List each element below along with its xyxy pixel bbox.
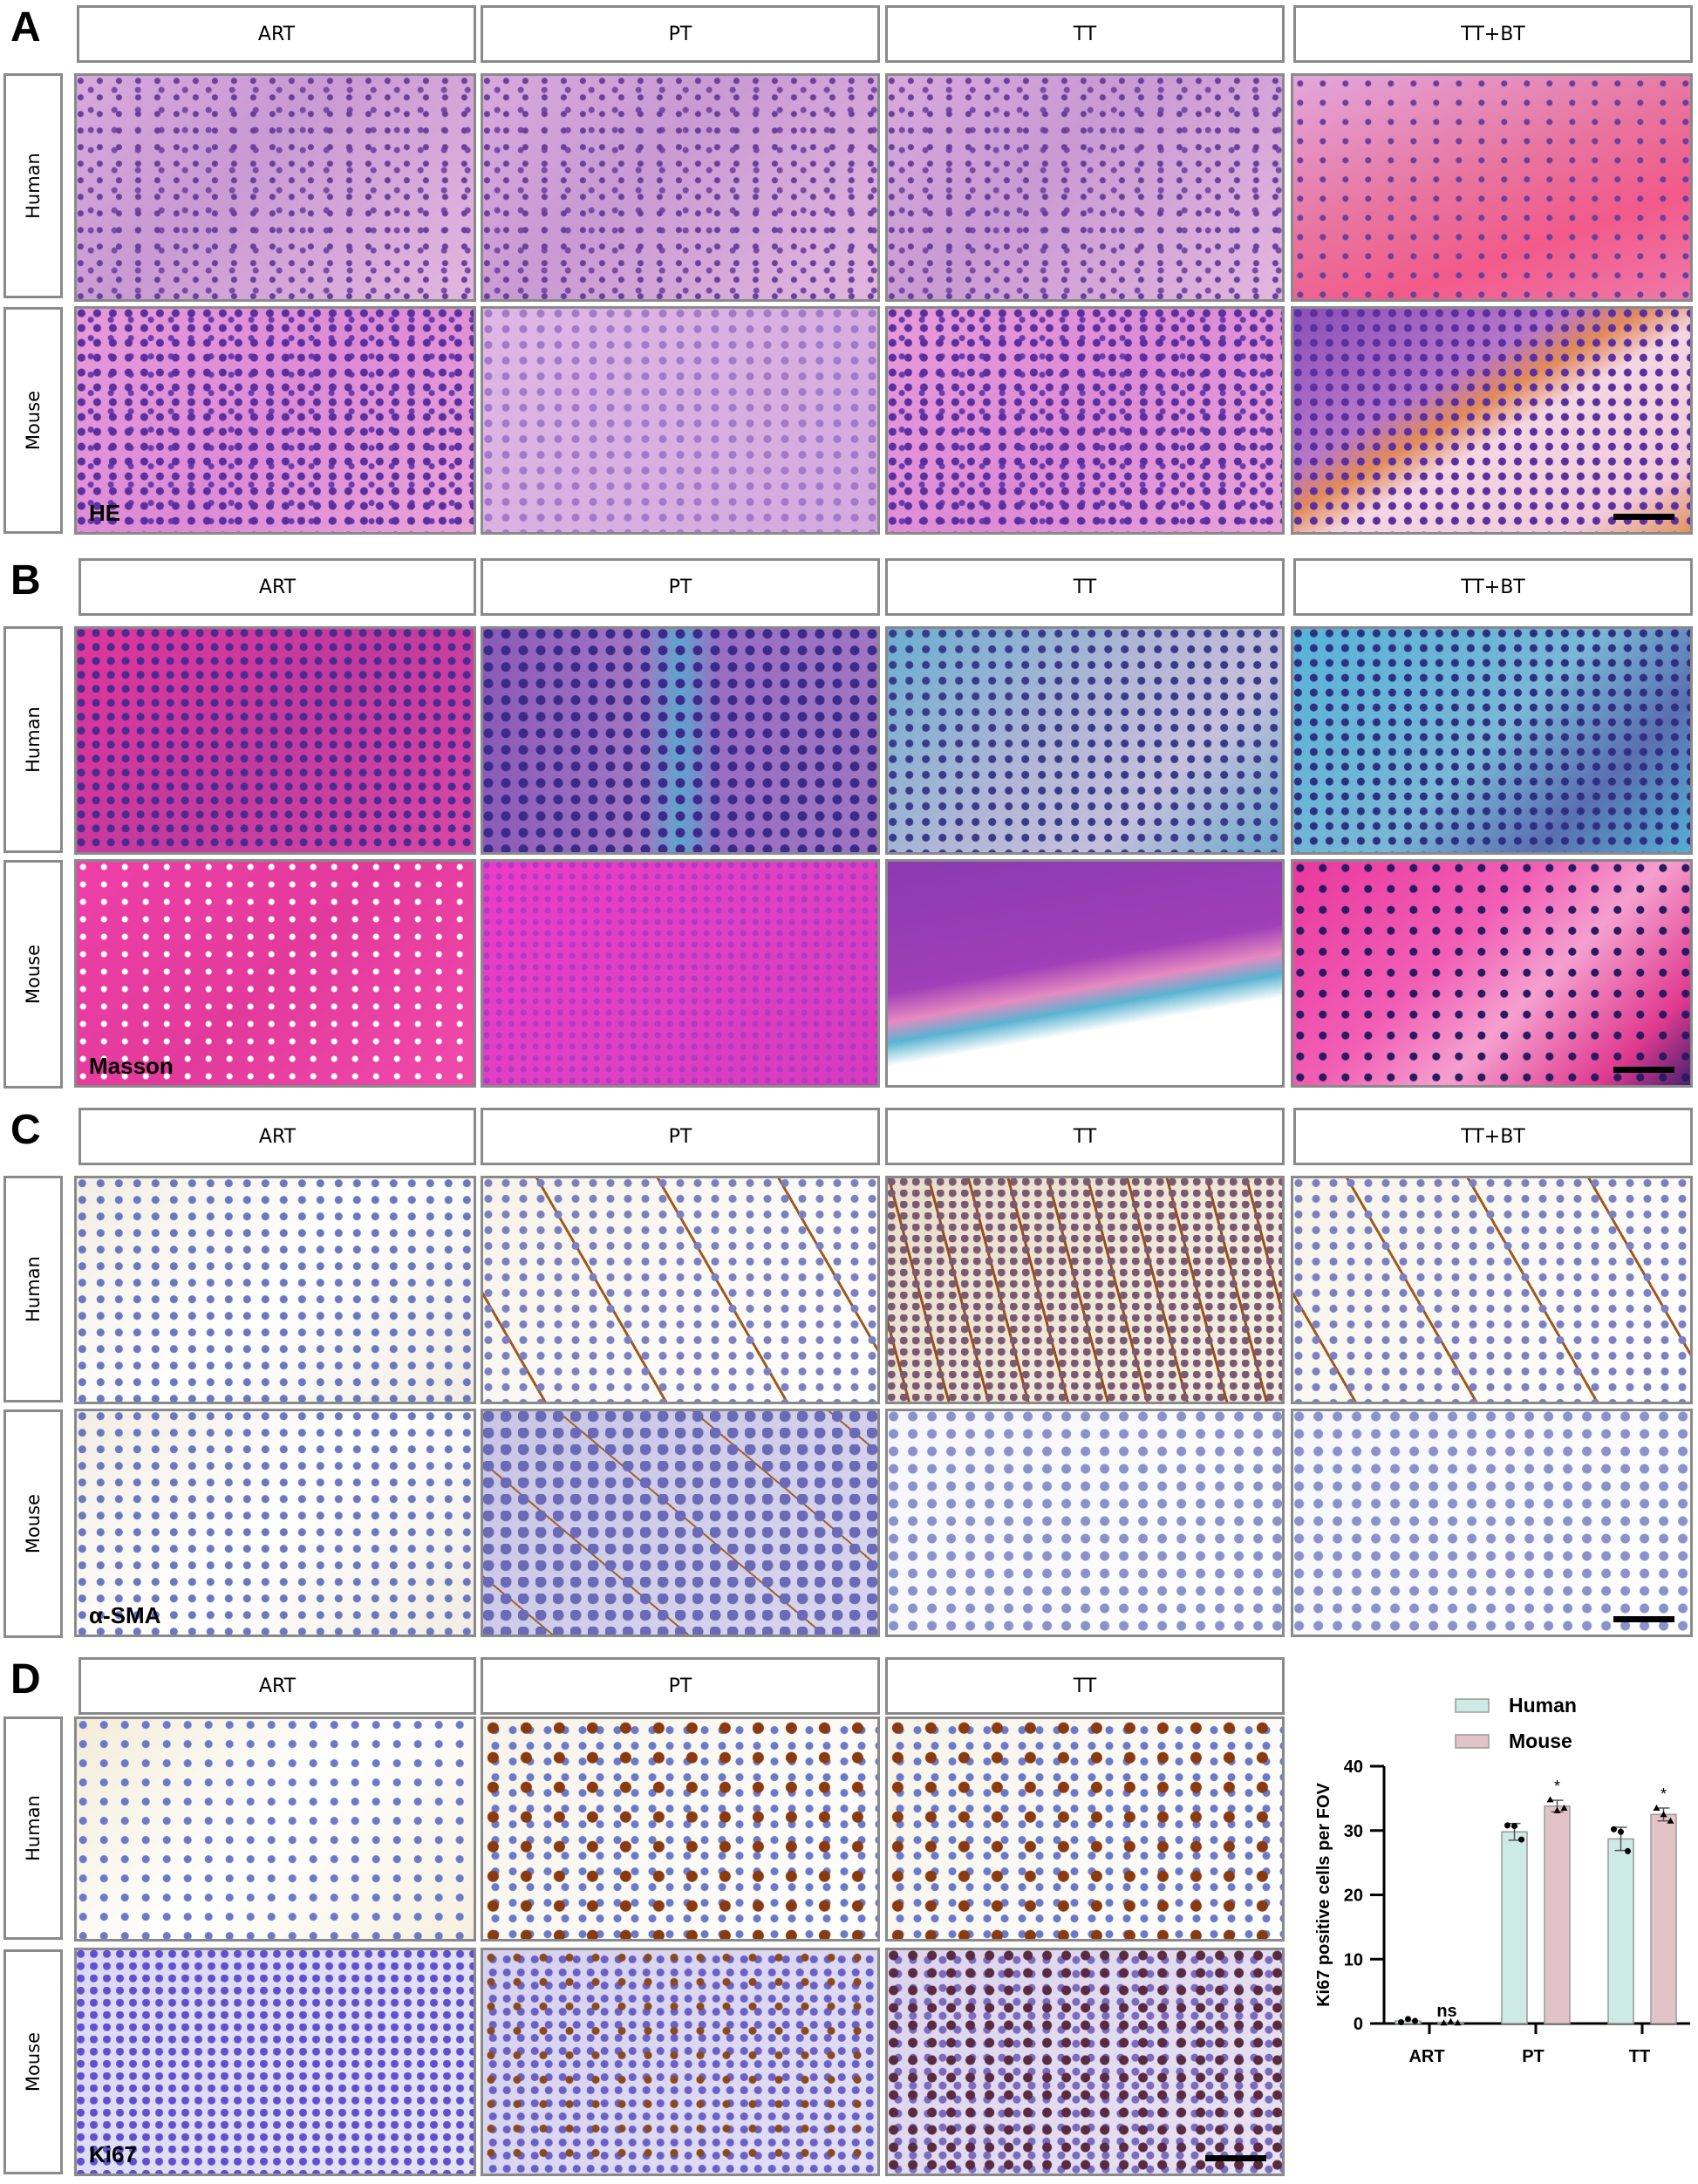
image-ki67-human-art [74,1716,476,1942]
image-asma-human-tt-bt [1291,1176,1693,1404]
scale-bar [1205,2155,1266,2161]
svg-text:40: 40 [1344,1757,1363,1777]
row-header-human: Human [3,73,63,298]
image-masson-human-tt-bt [1291,626,1693,855]
svg-text:10: 10 [1344,1950,1363,1969]
image-asma-human-art [74,1176,476,1404]
col-header-pt: PT [481,5,880,63]
scale-bar [1613,514,1674,520]
row-header-mouse: Mouse [3,860,63,1089]
stain-label-asma: α-SMA [89,1602,161,1628]
x-tick-label: TT [1629,2047,1650,2066]
legend-label-human: Human [1509,1694,1577,1716]
stain-label-ki67: Ki67 [89,2141,137,2167]
image-asma-human-tt [885,1176,1285,1404]
image-he-human-tt [885,73,1285,302]
x-tick-label: PT [1522,2047,1545,2066]
image-ki67-mouse-pt [481,1948,880,2176]
row-label-human: Human [23,706,44,773]
row-label-human: Human [23,1795,44,1861]
image-ki67-mouse-art: Ki67 [74,1948,476,2176]
bar-human-tt [1607,1838,1634,2024]
image-masson-human-pt [481,626,880,855]
row-label-human: Human [23,1256,44,1322]
significance-annotation: * [1554,1778,1560,1795]
col-header-tt-bt: TT+BT [1293,5,1693,63]
significance-annotation: * [1660,1785,1667,1803]
chart-canvas: Human Mouse 0 10 20 30 40 Ki67 positive cells p… [1314,1694,1690,2066]
bar-human-pt [1501,1831,1528,2024]
image-asma-mouse-tt-bt [1291,1409,1693,1637]
stain-label-he: HE [89,500,121,526]
image-he-mouse-tt [885,306,1285,535]
image-he-human-tt-bt [1291,73,1693,302]
row-label-mouse: Mouse [23,390,44,451]
image-he-mouse-pt [481,306,880,535]
scale-bar [1613,1067,1674,1073]
y-axis-label: Ki67 positive cells per FOV [1314,1782,1333,2006]
row-header-mouse: Mouse [3,1949,63,2174]
row-label-mouse: Mouse [23,1493,44,1554]
svg-text:30: 30 [1344,1822,1363,1841]
image-he-mouse-art: HE [74,306,476,535]
image-asma-mouse-art: α-SMA [74,1409,476,1637]
row-label-mouse: Mouse [23,944,44,1005]
image-masson-mouse-tt-bt [1291,859,1693,1088]
row-label-human: Human [23,153,44,219]
col-header-art: ART [77,5,476,63]
stain-label-masson: Masson [89,1053,174,1079]
row-header-mouse: Mouse [3,1409,63,1638]
col-header-pt: PT [481,1108,880,1165]
col-header-tt-bt: TT+BT [1293,558,1693,616]
col-header-tt: TT [885,558,1285,616]
image-he-human-pt [481,73,880,302]
col-header-tt: TT [885,1108,1285,1165]
significance-annotation: ns [1436,2002,1456,2021]
image-ki67-human-pt [481,1716,880,1942]
panel-letter-a: A [10,4,41,51]
image-masson-human-tt [885,626,1285,855]
col-header-pt: PT [481,1657,880,1715]
scale-bar [1613,1616,1674,1622]
row-header-human: Human [3,626,63,853]
row-header-human: Human [3,1176,63,1403]
col-header-art: ART [78,1108,476,1165]
col-header-tt-bt: TT+BT [1293,1108,1693,1165]
image-ki67-human-tt [885,1716,1285,1942]
bar-mouse-pt [1544,1805,1571,2024]
bar-mouse-tt [1650,1813,1677,2024]
col-header-art: ART [78,1657,476,1715]
row-header-mouse: Mouse [3,307,63,534]
col-header-art: ART [78,558,476,616]
legend-label-mouse: Mouse [1509,1730,1572,1752]
image-asma-human-pt [481,1176,880,1404]
panel-letter-d: D [10,1656,41,1703]
image-masson-mouse-art: Masson [74,859,476,1088]
legend-swatch-mouse [1455,1734,1490,1749]
image-masson-mouse-tt [885,859,1285,1088]
image-masson-mouse-pt [481,859,880,1088]
panel-letter-b: B [10,557,41,604]
image-asma-mouse-tt [885,1409,1285,1637]
image-ki67-mouse-tt [885,1948,1285,2176]
svg-text:0: 0 [1354,2015,1363,2034]
panel-letter-c: C [10,1107,41,1153]
row-header-human: Human [3,1716,63,1940]
row-label-mouse: Mouse [23,2031,44,2092]
col-header-tt: TT [885,5,1285,63]
legend-swatch-human [1455,1698,1490,1713]
image-he-mouse-tt-bt [1291,306,1693,535]
ki67-bar-chart: Human Mouse 0 10 20 30 40 Ki67 positive cells p… [1291,1640,1698,2181]
col-header-tt: TT [885,1657,1285,1715]
image-masson-human-art [74,626,476,855]
col-header-pt: PT [481,558,880,616]
image-he-human-art [74,73,476,302]
svg-text:20: 20 [1344,1887,1363,1906]
image-asma-mouse-pt [481,1409,880,1637]
x-tick-label: ART [1408,2047,1444,2066]
